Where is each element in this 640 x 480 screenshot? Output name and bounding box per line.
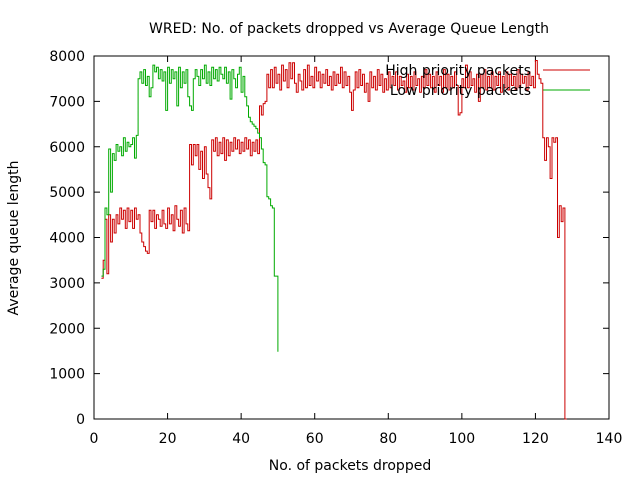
x-tick-label: 20 (159, 431, 177, 447)
x-tick-label: 0 (90, 431, 99, 447)
legend: High priority packets Low priority packet… (385, 63, 590, 99)
y-tick-label: 0 (76, 412, 85, 428)
y-axis: 0 1000 2000 3000 4000 5000 6000 7000 8000 (49, 49, 609, 428)
y-tick-label: 7000 (49, 94, 85, 110)
y-tick-label: 2000 (49, 321, 85, 337)
x-tick-label: 40 (232, 431, 250, 447)
series-line-low-priority (101, 64, 279, 352)
y-tick-label: 8000 (49, 49, 85, 65)
y-tick-label: 6000 (49, 140, 85, 156)
y-tick-label: 1000 (49, 367, 85, 383)
x-tick-label: 60 (306, 431, 324, 447)
y-tick-label: 4000 (49, 231, 85, 247)
chart-title: WRED: No. of packets dropped vs Average … (149, 21, 549, 37)
y-axis-label: Average queue length (6, 161, 22, 316)
y-tick-label: 3000 (49, 276, 85, 292)
legend-label: High priority packets (385, 63, 531, 79)
x-tick-label: 100 (448, 431, 475, 447)
legend-label: Low priority packets (390, 83, 531, 99)
x-tick-label: 140 (596, 431, 623, 447)
series-layer (101, 60, 567, 420)
y-tick-label: 5000 (49, 185, 85, 201)
x-tick-label: 80 (379, 431, 397, 447)
x-axis: 0 20 40 60 80 100 120 140 (90, 56, 623, 447)
series-line-high-priority (101, 60, 567, 420)
x-axis-label: No. of packets dropped (269, 458, 431, 474)
x-tick-label: 120 (522, 431, 549, 447)
